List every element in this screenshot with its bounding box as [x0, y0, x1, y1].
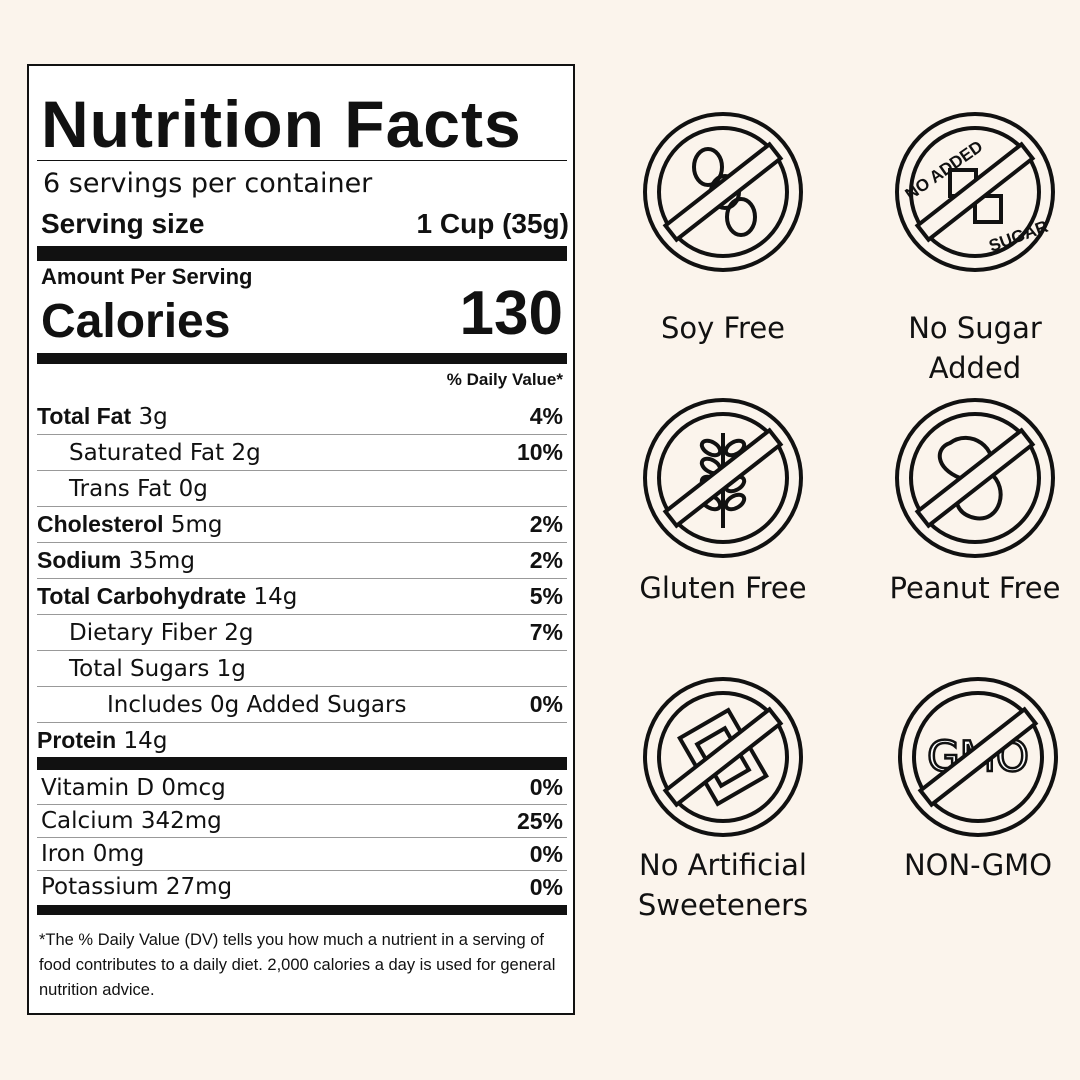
nutrient-amount: 5mg — [170, 512, 223, 538]
nutrient-name: Cholesterol 5mg — [37, 511, 222, 538]
footnote: *The % Daily Value (DV) tells you how mu… — [39, 931, 556, 999]
nutrient-daily-value: 2% — [529, 511, 563, 537]
nutrient-name: Saturated Fat 2g — [37, 440, 261, 466]
nutrient-label: Total Sugars — [69, 655, 210, 682]
badge-label: No Sugar Added — [908, 311, 1042, 385]
amount-per-serving: Amount Per Serving — [41, 264, 253, 289]
vitamin-daily-value: 0% — [529, 840, 563, 867]
vitamin-daily-value: 0% — [529, 873, 563, 900]
nutrient-name: Sodium 35mg — [37, 547, 195, 574]
nutrient-row: Protein 14g — [37, 722, 567, 758]
servings-per-container: 6 servings per container — [43, 168, 373, 199]
thick-divider — [37, 353, 567, 364]
nutrient-name: Protein 14g — [37, 727, 167, 754]
nutrient-label: Sodium — [37, 547, 122, 573]
wheat-icon — [638, 393, 808, 563]
vitamin-row: Iron 0mg 0% — [37, 837, 567, 870]
vitamin-label: Iron 0mg — [41, 841, 145, 867]
nutrient-row: Trans Fat 0g — [37, 470, 567, 506]
nutrient-name: Total Carbohydrate 14g — [37, 583, 297, 610]
vitamin-row: Potassium 27mg 0% — [37, 870, 567, 903]
vitamin-label: Vitamin D 0mcg — [41, 774, 226, 801]
serving-size-label: Serving size — [41, 208, 205, 239]
nutrient-label: Cholesterol — [37, 511, 164, 537]
nutrient-name: Includes 0g Added Sugars — [37, 692, 406, 718]
badge-label: Peanut Free — [889, 571, 1061, 605]
nutrient-name: Trans Fat 0g — [37, 476, 208, 502]
nutrient-amount: 14g — [123, 728, 168, 754]
vitamin-label: Calcium 342mg — [41, 808, 222, 834]
thick-divider — [37, 905, 567, 915]
nutrient-row: Sodium 35mg 2% — [37, 542, 567, 578]
nutrient-label: Protein — [37, 727, 117, 753]
nutrient-label: Trans Fat — [69, 475, 172, 502]
sweetener-packet-icon — [638, 672, 808, 842]
nutrient-amount: 0g — [178, 475, 208, 502]
serving-size: Serving size 1 Cup (35g) — [41, 208, 569, 240]
nutrient-daily-value: 10% — [516, 439, 563, 465]
badge-label: NON-GMO — [903, 848, 1053, 882]
soy-bean-icon — [638, 107, 808, 277]
vitamin-daily-value: 0% — [529, 774, 563, 800]
daily-value-header: % Daily Value* — [446, 370, 563, 389]
nutrient-amount: 35mg — [128, 548, 195, 574]
nutrient-row: Includes 0g Added Sugars 0% — [37, 686, 567, 722]
nutrient-label: Total Carbohydrate — [37, 583, 247, 609]
divider — [37, 160, 567, 161]
nutrient-daily-value: 2% — [529, 547, 563, 573]
vitamin-row: Vitamin D 0mcg 0% — [37, 771, 567, 804]
calories-label: Calories — [41, 295, 231, 348]
nutrient-daily-value: 0% — [529, 691, 563, 717]
nutrient-name: Total Fat 3g — [37, 403, 168, 430]
peanut-icon — [890, 393, 1060, 563]
nutrient-label: Saturated Fat — [69, 439, 225, 466]
nutrient-daily-value: 4% — [529, 402, 563, 429]
label-title: Nutrition Facts — [41, 87, 522, 161]
nutrient-label: Dietary Fiber — [69, 619, 217, 646]
nutrient-row: Cholesterol 5mg 2% — [37, 506, 567, 542]
nutrient-name: Total Sugars 1g — [37, 656, 246, 682]
badge-label: No Artificial Sweeteners — [637, 848, 809, 922]
nutrient-row: Total Carbohydrate 14g 5% — [37, 578, 567, 614]
nutrient-row: Saturated Fat 2g 10% — [37, 434, 567, 470]
thick-divider — [37, 757, 567, 770]
nutrient-amount: 2g — [224, 619, 254, 646]
nutrient-daily-value: 5% — [529, 583, 563, 609]
nutrient-row: Total Fat 3g 4% — [37, 398, 567, 434]
sugar-cube-icon: NO ADDED SUGAR — [890, 107, 1060, 277]
nutrient-amount: 3g — [138, 403, 168, 430]
nutrient-name: Dietary Fiber 2g — [37, 620, 253, 646]
serving-size-value: 1 Cup (35g) — [416, 208, 569, 239]
thick-divider — [37, 246, 567, 261]
nutrient-daily-value: 7% — [529, 619, 563, 645]
nutrient-row: Total Sugars 1g — [37, 650, 567, 686]
nutrient-label: Includes 0g Added Sugars — [107, 691, 407, 718]
vitamin-row: Calcium 342mg 25% — [37, 804, 567, 837]
nutrient-amount: 2g — [231, 439, 261, 466]
nutrition-facts-panel: Nutrition Facts 6 servings per container… — [27, 64, 575, 1015]
gmo-icon: GMO — [893, 672, 1063, 842]
nutrient-row: Dietary Fiber 2g 7% — [37, 614, 567, 650]
nutrient-amount: 14g — [253, 584, 298, 610]
vitamin-label: Potassium 27mg — [41, 874, 233, 900]
nutrient-label: Total Fat — [37, 402, 132, 429]
nutrient-amount: 1g — [216, 655, 246, 682]
vitamin-daily-value: 25% — [516, 807, 563, 834]
badge-label: Gluten Free — [639, 571, 807, 605]
calories-value: 130 — [459, 279, 563, 348]
badge-label: Soy Free — [660, 311, 786, 345]
